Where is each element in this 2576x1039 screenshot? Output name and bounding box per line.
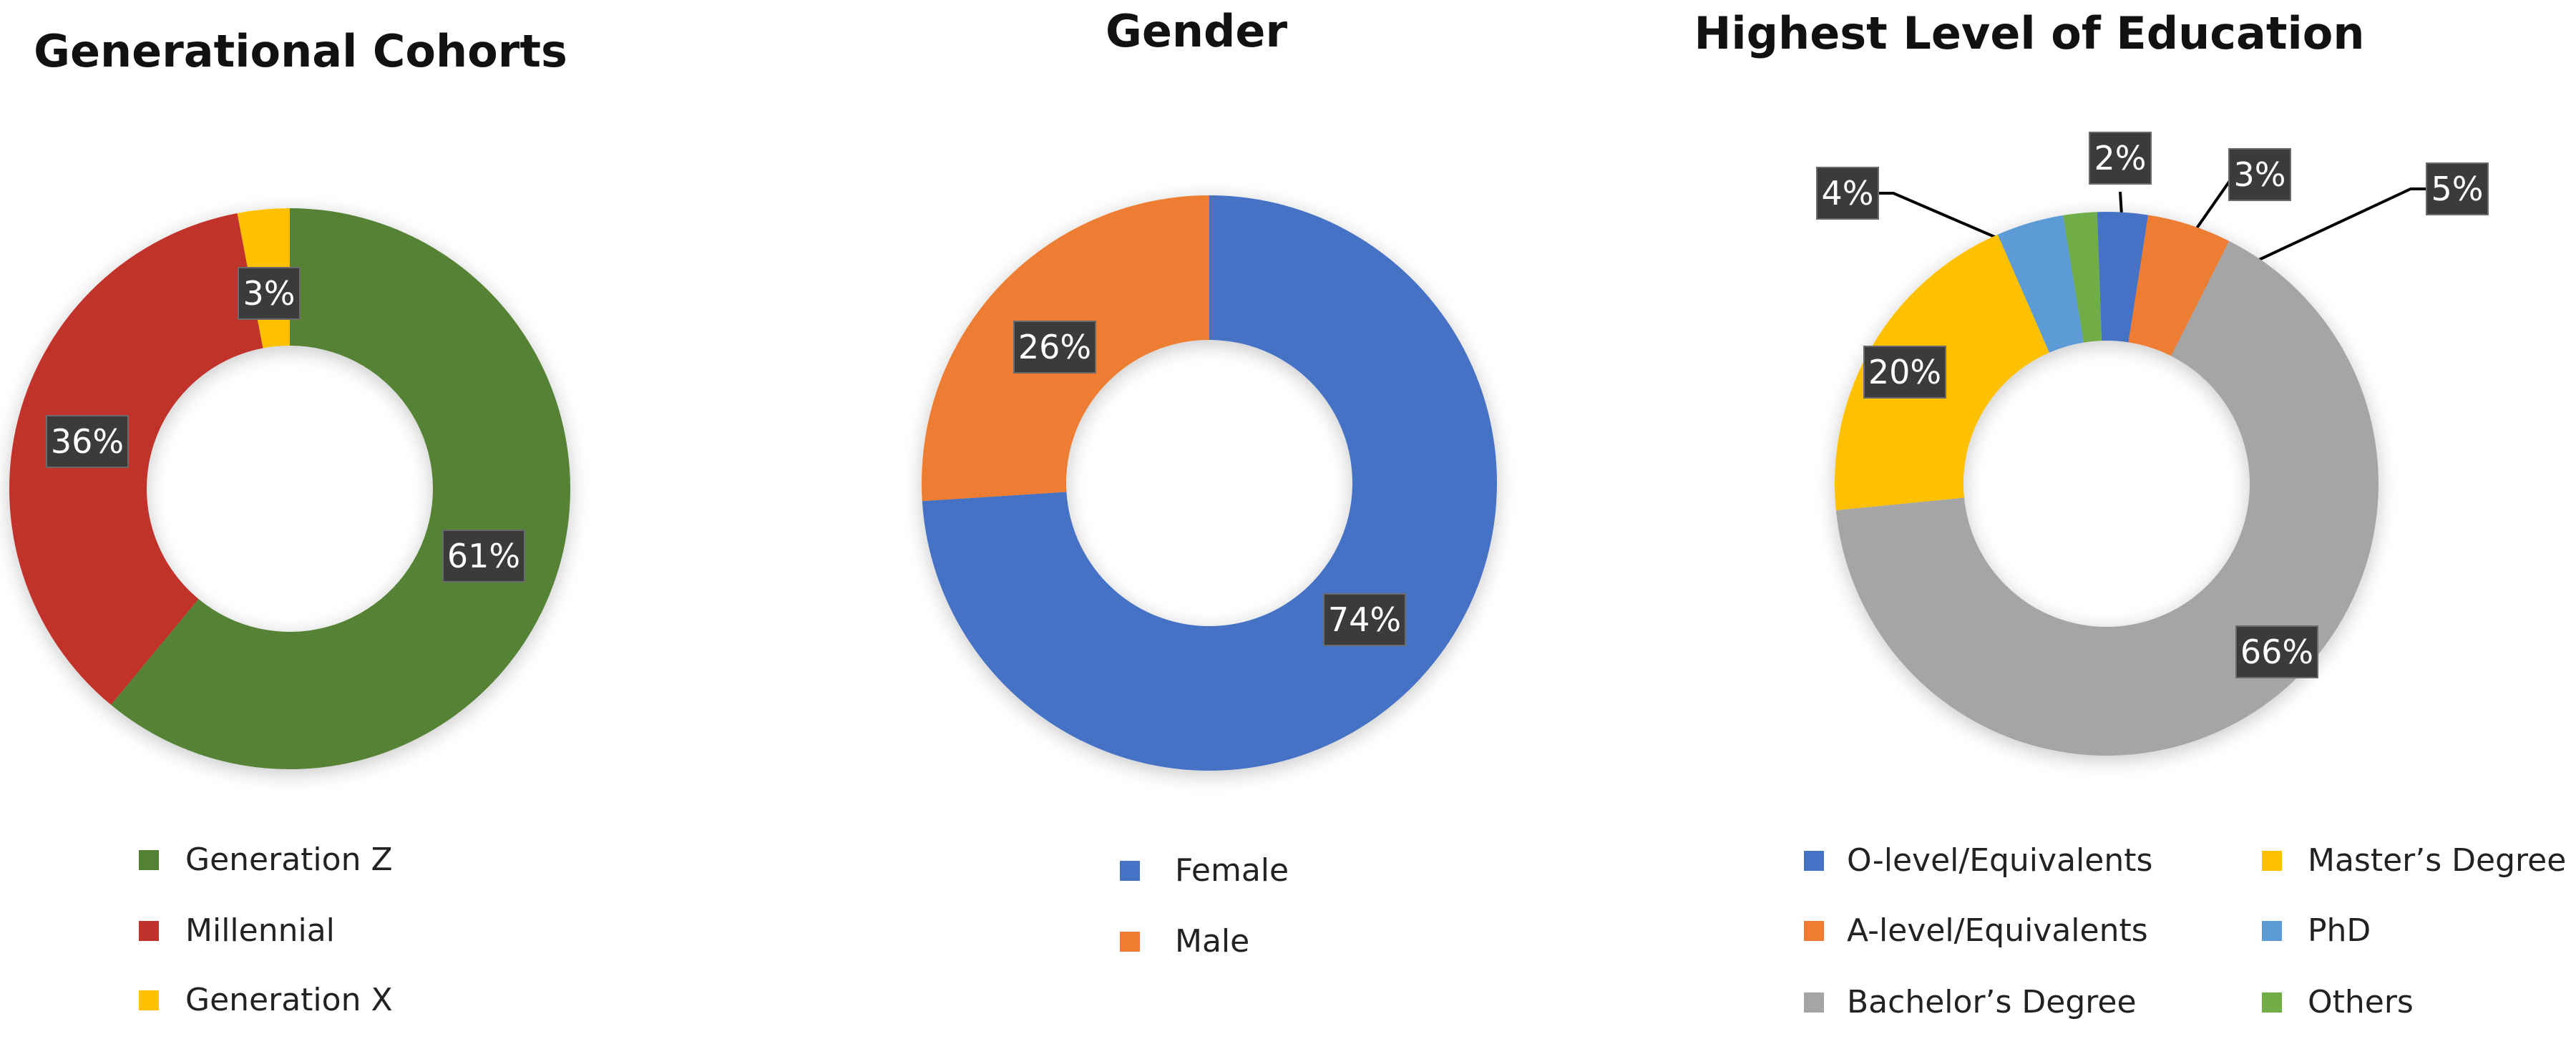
chart-highest-level-of-education: Highest Level of Education 3% 5% 66% 20% 4% 2… [1694,7,2567,1020]
data-label-others-box [2089,132,2152,185]
data-label-bachelor-s-degree-box [2235,625,2318,678]
data-label-others: 2% [2089,132,2152,185]
legend-label-female: Female [1175,852,1289,889]
legend-swatch-male [1120,932,1140,952]
legend-item-phd: PhD [2262,912,2371,949]
data-labels-gender: 74% 26% [1013,321,1406,646]
legend-label-others: Others [2308,984,2414,1020]
data-label-bachelor-s-degree: 66% [2235,625,2318,678]
legend-item-o-level: O-level/Equivalents [1804,842,2152,879]
slice-a-level-equivalents [2128,215,2230,356]
data-label-generation-x-box [238,267,301,320]
legend-swatch-female [1120,861,1140,881]
legend-swatch-masters [2262,851,2282,871]
data-label-a-level-equivalents-text: 5% [2431,170,2484,208]
legend-item-millennial: Millennial [139,912,335,949]
data-label-o-level-equivalents-box [2228,148,2291,201]
legend-label-bachelors: Bachelor’s Degree [1847,984,2137,1020]
data-label-a-level-equivalents-box [2426,162,2489,215]
data-label-female: 74% [1323,593,1406,646]
slice-millennial [9,213,263,706]
legend-swatch-generation-x [139,990,159,1010]
data-label-a-level-equivalents: 5% [2426,162,2489,215]
legend-label-male: Male [1175,923,1249,960]
legend-label-a-level: A-level/Equivalents [1847,912,2148,949]
chart-title-generational-cohorts: Generational Cohorts [34,25,567,77]
legend-swatch-a-level [1804,921,1824,941]
slice-phd [1997,215,2084,353]
data-labels-generational-cohorts: 61% 36% 3% [46,267,525,582]
data-label-generation-z-box [442,530,525,582]
chart-generational-cohorts: Generational Cohorts 61% 36% 3% Generation… [9,25,571,1018]
chart-title-highest-level-of-education: Highest Level of Education [1694,7,2365,59]
data-label-phd-box [1816,167,1879,220]
chart-title-gender: Gender [1106,5,1288,57]
data-label-o-level-equivalents: 3% [2228,148,2291,201]
legend-item-male: Male [1120,923,1249,960]
legend-swatch-bachelors [1804,992,1824,1013]
legend-item-bachelors: Bachelor’s Degree [1804,984,2137,1020]
data-label-generation-x-text: 3% [243,274,296,313]
slice-o-level-equivalents [2097,212,2149,343]
data-label-millennial-text: 36% [51,422,124,461]
legend-swatch-millennial [139,921,159,941]
data-label-male: 26% [1013,321,1096,374]
data-label-phd: 4% [1816,167,1879,220]
data-label-phd-text: 4% [1822,174,1874,213]
data-label-generation-z: 61% [442,530,525,582]
legend-label-phd: PhD [2308,912,2371,949]
legend-item-masters: Master’s Degree [2262,842,2566,879]
data-label-o-level-equivalents-text: 3% [2234,155,2286,194]
data-label-generation-z-text: 61% [447,537,520,575]
data-label-others-text: 2% [2094,139,2147,177]
data-label-master-s-degree: 20% [1863,346,1946,399]
legend-swatch-o-level [1804,851,1824,871]
donut-gender [922,195,1497,771]
legend-item-female: Female [1120,852,1289,889]
legend-generational-cohorts: Generation Z Millennial Generation X [139,842,393,1018]
data-label-master-s-degree-box [1863,346,1946,399]
legend-label-masters: Master’s Degree [2308,842,2566,879]
data-label-millennial-box [46,415,129,468]
data-label-millennial: 36% [46,415,129,468]
legend-item-others: Others [2262,984,2414,1020]
legend-label-o-level: O-level/Equivalents [1847,842,2152,879]
legend-item-a-level: A-level/Equivalents [1804,912,2148,949]
slice-generation-z [111,208,571,770]
legend-gender: Female Male [1120,852,1289,960]
data-label-master-s-degree-text: 20% [1868,353,1941,391]
legend-item-generation-x: Generation X [139,982,393,1018]
legend-swatch-others [2262,992,2282,1013]
legend-highest-level-of-education: O-level/Equivalents A-level/Equivalents … [1804,842,2566,1020]
slice-others [2063,212,2102,343]
leader-line-a-level [2205,187,2426,286]
legend-label-generation-z: Generation Z [185,842,393,878]
data-label-male-box [1013,321,1096,374]
data-labels-highest-level-of-education: 3% 5% 66% 20% 4% 2% [1816,132,2489,678]
chart-gender: Gender 74% 26% Female Male [922,5,1497,960]
data-label-female-box [1323,593,1406,646]
data-label-female-text: 74% [1328,600,1401,639]
data-label-bachelor-s-degree-text: 66% [2240,633,2313,671]
legend-label-generation-x: Generation X [185,982,393,1018]
legend-swatch-phd [2262,921,2282,941]
data-label-male-text: 26% [1018,328,1091,366]
data-label-generation-x: 3% [238,267,301,320]
legend-swatch-generation-z [139,850,159,870]
legend-label-millennial: Millennial [185,912,335,949]
legend-item-generation-z: Generation Z [139,842,393,878]
